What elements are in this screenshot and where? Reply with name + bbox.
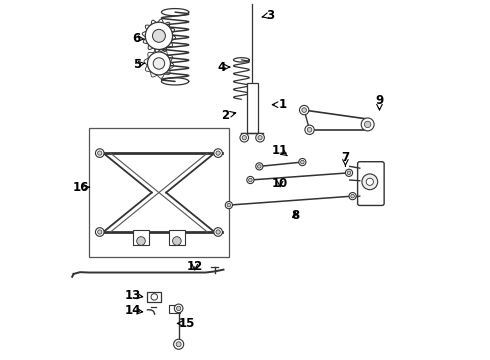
Circle shape xyxy=(299,158,306,166)
Circle shape xyxy=(214,149,222,157)
Text: 14: 14 xyxy=(125,305,141,318)
Text: 2: 2 xyxy=(221,109,229,122)
Circle shape xyxy=(137,237,146,245)
Circle shape xyxy=(147,52,171,75)
Bar xyxy=(147,292,161,302)
Circle shape xyxy=(258,135,262,140)
Circle shape xyxy=(351,194,354,198)
Text: 6: 6 xyxy=(132,32,140,45)
Circle shape xyxy=(361,118,374,131)
Bar xyxy=(169,230,185,244)
Circle shape xyxy=(242,135,246,140)
Text: 9: 9 xyxy=(375,94,384,107)
Bar xyxy=(133,230,149,244)
Circle shape xyxy=(216,230,220,234)
Text: 10: 10 xyxy=(272,177,288,190)
Text: 4: 4 xyxy=(217,60,225,73)
Text: 11: 11 xyxy=(272,144,288,157)
Circle shape xyxy=(258,165,261,168)
Text: 1: 1 xyxy=(279,98,287,111)
Circle shape xyxy=(347,171,351,175)
Bar xyxy=(247,83,258,134)
Circle shape xyxy=(305,125,314,134)
Bar xyxy=(89,128,229,257)
Circle shape xyxy=(256,163,263,170)
Circle shape xyxy=(174,304,183,313)
Circle shape xyxy=(173,339,184,349)
Circle shape xyxy=(216,151,220,155)
Bar xyxy=(169,305,180,313)
Circle shape xyxy=(98,230,102,234)
Text: 7: 7 xyxy=(342,151,349,164)
Text: 16: 16 xyxy=(73,181,89,194)
Circle shape xyxy=(345,169,353,176)
Circle shape xyxy=(299,105,309,115)
Polygon shape xyxy=(304,110,368,130)
Circle shape xyxy=(96,149,104,157)
Circle shape xyxy=(151,294,157,300)
Circle shape xyxy=(146,22,172,49)
Circle shape xyxy=(176,306,181,311)
Circle shape xyxy=(227,203,231,207)
Circle shape xyxy=(366,178,373,185)
Text: 13: 13 xyxy=(125,289,141,302)
Circle shape xyxy=(349,193,356,200)
Circle shape xyxy=(302,108,307,112)
Circle shape xyxy=(153,58,165,69)
Text: 12: 12 xyxy=(187,260,203,273)
Circle shape xyxy=(172,237,181,245)
Text: 5: 5 xyxy=(133,58,141,71)
Text: 3: 3 xyxy=(266,9,274,22)
Circle shape xyxy=(214,228,222,236)
Circle shape xyxy=(152,30,166,42)
Circle shape xyxy=(300,160,304,164)
FancyBboxPatch shape xyxy=(358,162,384,206)
Circle shape xyxy=(96,228,104,236)
Circle shape xyxy=(98,151,102,155)
Circle shape xyxy=(256,134,265,142)
Text: 8: 8 xyxy=(291,210,299,222)
Circle shape xyxy=(248,178,252,182)
Text: 15: 15 xyxy=(179,317,195,330)
Circle shape xyxy=(225,202,232,209)
Circle shape xyxy=(365,121,371,128)
Circle shape xyxy=(247,176,254,184)
Circle shape xyxy=(362,174,378,190)
Circle shape xyxy=(240,134,248,142)
Circle shape xyxy=(176,342,181,347)
Circle shape xyxy=(307,127,312,132)
